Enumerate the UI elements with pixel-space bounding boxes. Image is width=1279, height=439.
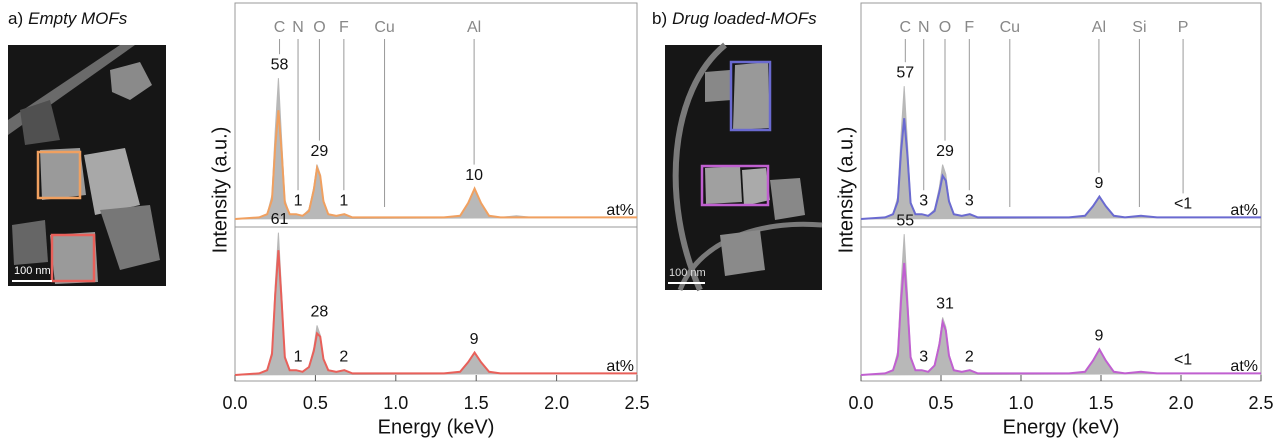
element-label: C <box>274 19 286 36</box>
composition-label: 28 <box>311 304 329 321</box>
fitted-spectrum <box>234 250 637 376</box>
composition-label: 55 <box>896 212 914 229</box>
composition-label: 2 <box>339 348 348 365</box>
x-tick-label: 0.0 <box>848 393 873 413</box>
particle <box>12 220 48 265</box>
x-tick-label: 2.0 <box>1168 393 1193 413</box>
element-label: N <box>292 19 304 36</box>
scale-bar-label: 100 nm <box>14 265 51 277</box>
unit-label: at% <box>1230 358 1258 375</box>
composition-label: 61 <box>271 211 289 228</box>
roi-box <box>729 60 772 132</box>
element-label: Al <box>1092 19 1106 36</box>
composition-label: 2 <box>965 348 974 365</box>
micrograph-a: 100 nm <box>8 45 166 286</box>
fitted-spectrum <box>860 262 1261 376</box>
x-tick-label: 1.0 <box>1008 393 1033 413</box>
micrograph-b: 100 nm <box>665 42 823 292</box>
element-label: F <box>964 19 974 36</box>
fitted-spectrum <box>234 110 637 220</box>
element-label: O <box>939 19 951 36</box>
y-axis-label: Intensity (a.u.) <box>209 127 231 254</box>
particle <box>770 178 805 220</box>
unit-label: at% <box>606 358 634 375</box>
unit-label: at% <box>606 202 634 219</box>
element-label: Si <box>1132 19 1146 36</box>
composition-label: 1 <box>294 348 303 365</box>
element-label: Cu <box>374 19 394 36</box>
roi-box <box>36 150 82 200</box>
element-label: O <box>313 19 325 36</box>
composition-label: 57 <box>896 64 914 81</box>
composition-label: 58 <box>271 56 289 73</box>
x-tick-label: 0.5 <box>928 393 953 413</box>
plot-frame <box>234 2 638 382</box>
composition-label: <1 <box>1174 352 1192 369</box>
composition-label: 3 <box>965 192 974 209</box>
composition-label: 31 <box>936 296 954 313</box>
composition-label: 9 <box>1094 175 1103 192</box>
element-label: F <box>339 19 349 36</box>
particle <box>110 62 152 100</box>
composition-label: 1 <box>294 192 303 209</box>
x-tick-label: 0.0 <box>222 393 247 413</box>
grid-arc <box>672 42 727 292</box>
x-tick-label: 2.5 <box>624 393 649 413</box>
composition-label: 3 <box>919 348 928 365</box>
particle <box>742 168 770 206</box>
composition-label: 3 <box>919 192 928 209</box>
element-label: P <box>1178 19 1189 36</box>
composition-label: 1 <box>339 192 348 209</box>
y-axis-label: Intensity (a.u.) <box>835 127 857 254</box>
unit-label: at% <box>1230 202 1258 219</box>
roi-box <box>700 164 770 207</box>
panel-label: b) Drug loaded-MOFs <box>652 9 817 28</box>
particle <box>705 166 742 204</box>
x-tick-label: 1.5 <box>464 393 489 413</box>
particle <box>705 70 732 102</box>
particle <box>40 148 86 200</box>
particle <box>84 148 140 215</box>
scale-bar-label: 100 nm <box>669 267 706 279</box>
x-tick-label: 0.5 <box>303 393 328 413</box>
panel-letter: b) <box>652 9 667 28</box>
particle <box>50 232 98 284</box>
x-tick-label: 2.5 <box>1248 393 1273 413</box>
x-tick-label: 1.0 <box>383 393 408 413</box>
x-axis-label: Energy (keV) <box>378 416 495 438</box>
particle <box>100 205 160 270</box>
x-tick-label: 1.5 <box>1088 393 1113 413</box>
particle <box>720 230 765 276</box>
element-label: C <box>900 19 912 36</box>
composition-label: 29 <box>936 143 954 160</box>
composition-label: 9 <box>470 331 479 348</box>
composition-label: <1 <box>1174 196 1192 213</box>
composition-label: 9 <box>1094 328 1103 345</box>
panel-label: a) Empty MOFs <box>8 9 128 28</box>
composition-label: 10 <box>465 167 483 184</box>
element-label: N <box>918 19 930 36</box>
panel-title: Empty MOFs <box>28 9 128 28</box>
plot-frame <box>860 2 1262 382</box>
composition-label: 29 <box>311 143 329 160</box>
panel-title: Drug loaded-MOFs <box>672 9 817 28</box>
panel-letter: a) <box>8 9 23 28</box>
x-axis-label: Energy (keV) <box>1003 416 1120 438</box>
x-tick-label: 2.0 <box>544 393 569 413</box>
roi-box <box>50 233 96 283</box>
element-label: Al <box>467 19 481 36</box>
particle <box>20 100 60 145</box>
element-label: Cu <box>1000 19 1020 36</box>
fitted-spectrum <box>860 118 1261 220</box>
particle <box>733 62 770 130</box>
